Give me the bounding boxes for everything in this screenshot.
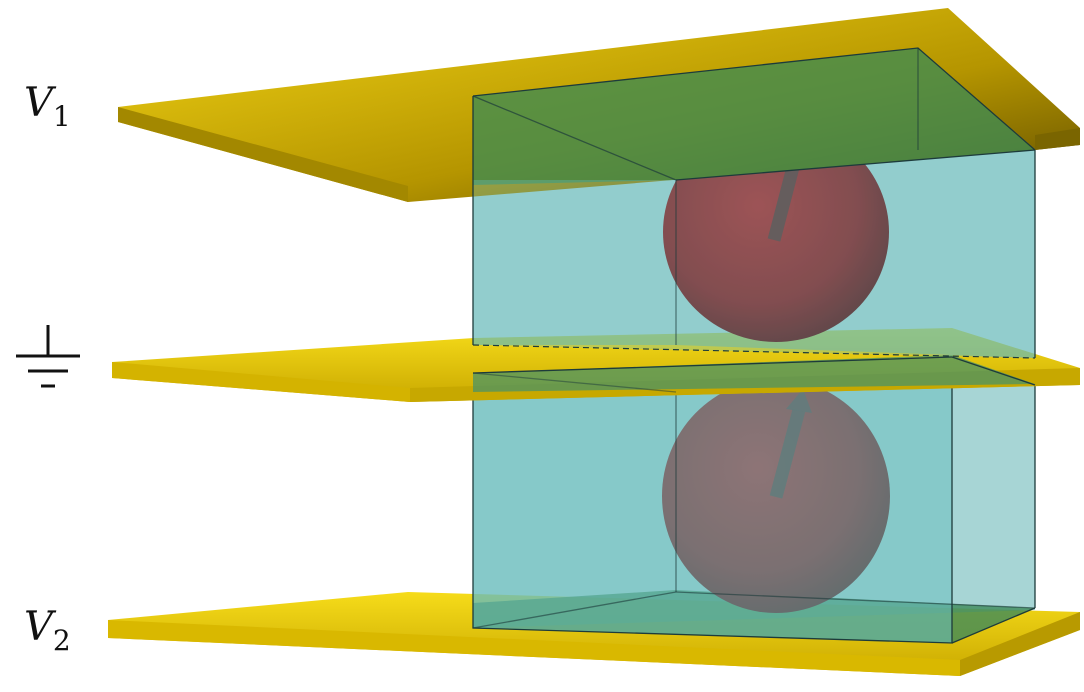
upper-cell-front bbox=[472, 48, 1036, 359]
middle-electrode-overlay bbox=[472, 355, 1036, 393]
v1-label: V1 bbox=[24, 80, 71, 133]
svg-text:V2: V2 bbox=[24, 604, 71, 657]
svg-text:V1: V1 bbox=[24, 80, 71, 133]
v2-label: V2 bbox=[24, 604, 71, 657]
lower-cell-front bbox=[472, 373, 1036, 644]
ground-symbol-icon bbox=[16, 325, 80, 388]
